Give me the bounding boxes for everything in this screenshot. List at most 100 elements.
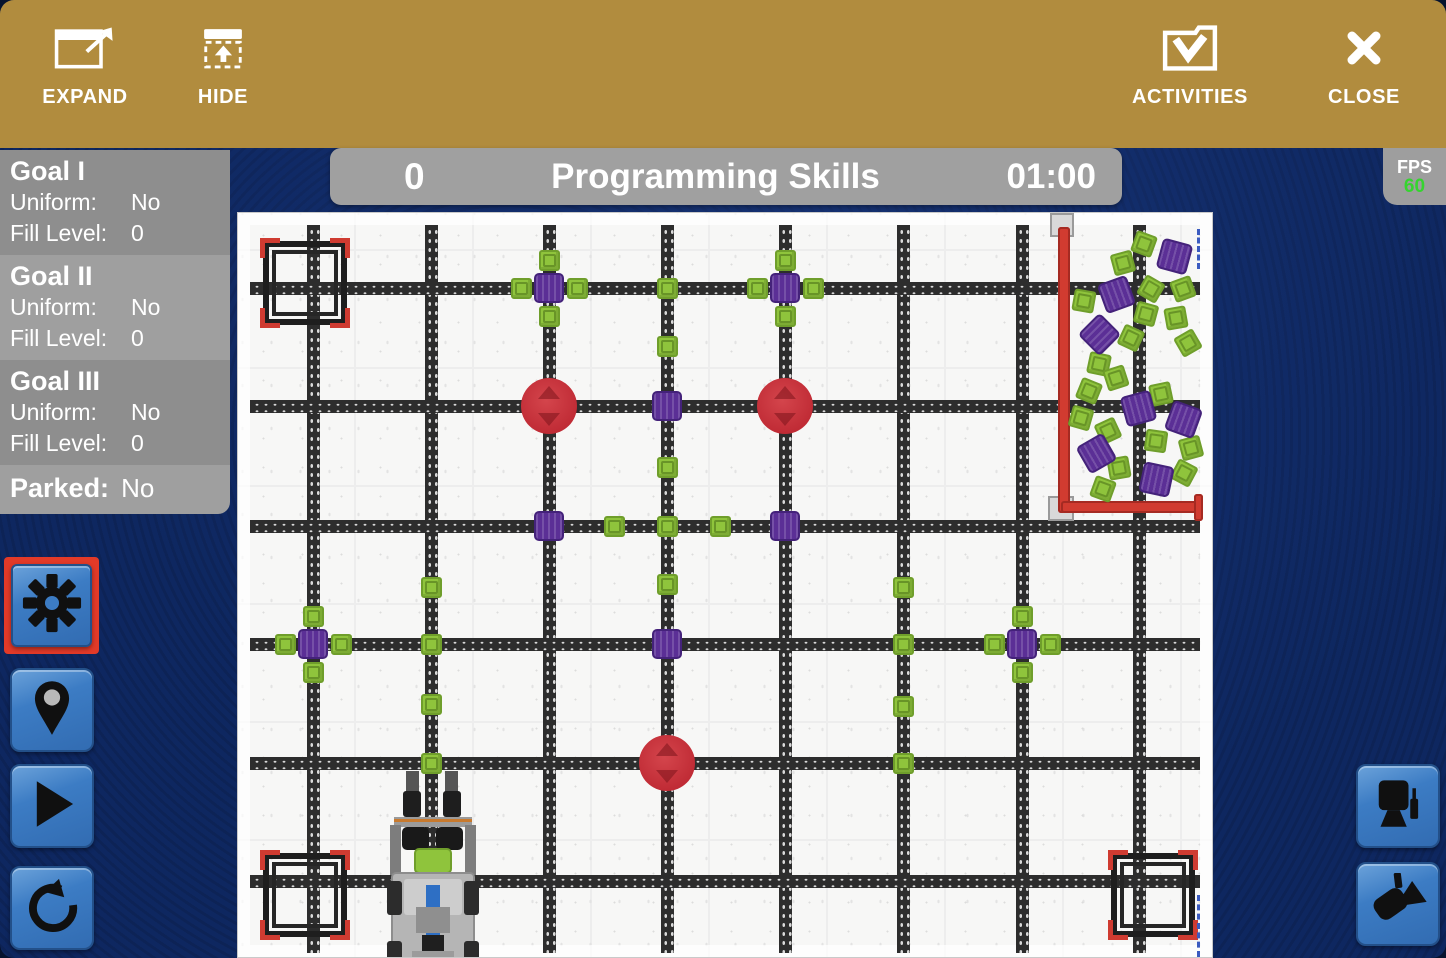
parked-value: No — [121, 473, 155, 503]
fill-level-label: Fill Level: — [10, 325, 108, 351]
play-button[interactable] — [10, 764, 94, 848]
camera-top-view-button[interactable] — [1356, 764, 1440, 848]
green-cube — [1011, 661, 1033, 683]
green-cube — [774, 305, 796, 327]
green-cube — [892, 752, 914, 774]
green-cube — [566, 277, 588, 299]
supply-zone-pipe — [1061, 501, 1201, 513]
gear-icon — [22, 573, 82, 638]
goal-status-sidebar: Goal I Uniform: No Fill Level: 0 Goal II U… — [0, 150, 230, 514]
green-cube — [1039, 633, 1061, 655]
purple-cube — [1137, 460, 1175, 498]
green-cube — [302, 661, 324, 683]
camera-top-icon — [1370, 776, 1426, 837]
uniform-value: No — [131, 399, 161, 425]
close-button[interactable]: CLOSE — [1322, 22, 1406, 109]
field-view[interactable] — [237, 212, 1213, 958]
purple-cube — [652, 629, 682, 659]
green-cube — [274, 633, 296, 655]
close-icon — [1344, 22, 1384, 74]
uniform-value: No — [131, 294, 161, 320]
corner-goal — [260, 238, 350, 328]
activities-button[interactable]: ACTIVITIES — [1124, 22, 1256, 109]
fill-level-value: 0 — [131, 325, 144, 351]
top-toolbar: EXPAND HIDE ACTIVITIES — [0, 0, 1446, 148]
green-cube — [656, 456, 678, 478]
green-cube — [656, 335, 678, 357]
green-cube — [892, 633, 914, 655]
reset-button[interactable] — [10, 866, 94, 950]
green-cube — [1172, 327, 1204, 359]
field-rail-vertical — [543, 225, 556, 953]
field-rail-vertical — [779, 225, 792, 953]
green-cube — [510, 277, 532, 299]
robot — [386, 769, 480, 957]
expand-button[interactable]: EXPAND — [38, 22, 132, 109]
hide-button[interactable]: HIDE — [188, 22, 258, 109]
green-cube — [983, 633, 1005, 655]
fill-level-label: Fill Level: — [10, 430, 108, 456]
set-position-button[interactable] — [10, 668, 94, 752]
purple-cube — [298, 629, 328, 659]
green-cube — [892, 695, 914, 717]
corner-goal — [260, 850, 350, 940]
fps-badge: FPS 60 — [1383, 148, 1446, 205]
play-icon — [25, 776, 79, 837]
settings-button-selection — [4, 557, 99, 654]
corner-goal — [1108, 850, 1198, 940]
green-cube — [802, 277, 824, 299]
purple-cube — [1155, 237, 1193, 275]
goal-panel-3: Goal III Uniform: No Fill Level: 0 — [0, 360, 230, 465]
green-cube — [420, 633, 442, 655]
fill-level-value: 0 — [131, 220, 144, 246]
green-cube — [420, 693, 442, 715]
goal-title: Goal II — [10, 261, 93, 291]
green-cube — [656, 573, 678, 595]
purple-cube — [652, 391, 682, 421]
purple-cube — [1007, 629, 1037, 659]
fps-value: 60 — [1403, 175, 1426, 197]
green-cube — [709, 515, 731, 537]
camera-angle-icon — [1369, 871, 1427, 936]
field-rail-vertical — [307, 225, 320, 953]
parked-panel: Parked: No — [0, 465, 230, 514]
field-rail-horizontal — [250, 757, 1200, 770]
close-label: CLOSE — [1328, 86, 1400, 108]
green-cube — [603, 515, 625, 537]
green-cube — [420, 752, 442, 774]
purple-cube — [770, 273, 800, 303]
goal-panel-2: Goal II Uniform: No Fill Level: 0 — [0, 255, 230, 360]
match-timer: 01:00 — [1006, 156, 1096, 196]
goal-title: Goal I — [10, 156, 86, 186]
green-cube — [1177, 434, 1205, 462]
supply-zone-pipe — [1194, 494, 1203, 521]
expand-icon — [53, 22, 117, 74]
green-cube — [302, 605, 324, 627]
fps-label: FPS — [1396, 156, 1432, 177]
fill-level-value: 0 — [131, 430, 144, 456]
reset-icon — [24, 878, 80, 939]
uniform-label: Uniform: — [10, 294, 97, 320]
green-cube — [1071, 288, 1097, 314]
green-cube — [330, 633, 352, 655]
green-cube — [892, 576, 914, 598]
green-cube — [1011, 605, 1033, 627]
uniform-label: Uniform: — [10, 399, 97, 425]
settings-button[interactable] — [11, 564, 92, 647]
match-title: Programming Skills — [551, 156, 880, 196]
field-rail-horizontal — [250, 282, 1200, 295]
parked-label: Parked: — [10, 473, 110, 503]
field-rail-vertical — [1016, 225, 1029, 953]
green-cube — [538, 305, 560, 327]
goal-panel-1: Goal I Uniform: No Fill Level: 0 — [0, 150, 230, 255]
green-cube — [1143, 428, 1169, 454]
purple-cube — [1096, 274, 1136, 314]
purple-cube — [534, 511, 564, 541]
green-cube — [774, 249, 796, 271]
hide-icon — [200, 22, 246, 74]
camera-angle-view-button[interactable] — [1356, 862, 1440, 946]
field-marker-line — [1197, 229, 1200, 269]
hide-label: HIDE — [197, 86, 249, 108]
field-rail-horizontal — [250, 638, 1200, 651]
